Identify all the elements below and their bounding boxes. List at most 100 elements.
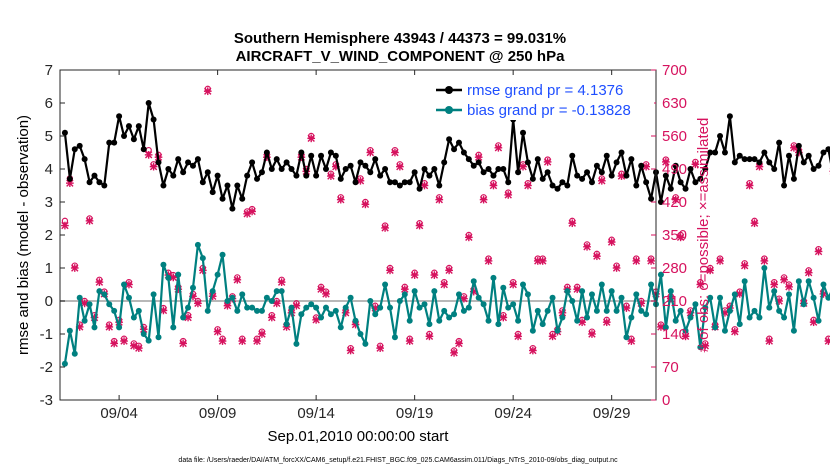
rmse-point: [106, 139, 113, 146]
rmse-point: [135, 123, 142, 130]
obs-assimilated-point: [405, 337, 414, 345]
rmse-point: [313, 172, 320, 179]
bias-point: [515, 317, 522, 324]
bias-point: [731, 291, 738, 298]
rmse-point: [61, 129, 68, 136]
rmse-point: [672, 162, 679, 169]
bias-point: [377, 304, 384, 311]
obs-assimilated-point: [770, 280, 779, 289]
rmse-point: [825, 146, 830, 153]
rmse-point: [214, 172, 221, 179]
rmse-point: [771, 166, 778, 172]
obs-assimilated-point: [327, 172, 335, 180]
rmse-point: [588, 179, 595, 186]
bias-point: [342, 304, 349, 311]
rmse-point: [707, 149, 714, 156]
y-left-tick-label: 4: [45, 161, 53, 178]
bias-point: [490, 274, 497, 281]
bias-point: [529, 327, 536, 334]
rmse-point: [603, 152, 610, 159]
bias-point: [441, 307, 448, 314]
y-left-tick-label: 3: [45, 194, 53, 211]
obs-assimilated-point: [203, 87, 212, 96]
rmse-point: [347, 162, 354, 169]
bias-point: [579, 288, 586, 295]
x-tick-label: 09/19: [396, 405, 434, 422]
obs-assimilated-point: [730, 327, 739, 336]
obs-assimilated-point: [440, 280, 449, 289]
rmse-point: [268, 166, 275, 172]
obs-assimilated-point: [233, 275, 242, 284]
bias-point: [298, 311, 305, 318]
bias-point: [391, 334, 398, 341]
rmse-point: [130, 136, 137, 143]
rmse-point: [71, 146, 78, 153]
rmse-point: [81, 156, 88, 163]
rmse-point: [367, 169, 374, 176]
rmse-point: [303, 172, 310, 179]
obs-assimilated-point: [307, 134, 316, 143]
rmse-point: [451, 146, 458, 153]
bias-point: [273, 288, 280, 295]
bias-point: [643, 311, 650, 318]
bias-point: [574, 317, 581, 324]
bias-point: [800, 301, 807, 308]
obs-assimilated-point: [602, 318, 611, 327]
bias-point: [303, 304, 310, 311]
rmse-point: [667, 185, 674, 192]
bias-point: [401, 291, 408, 298]
obs-assimilated-point: [105, 323, 114, 331]
obs-assimilated-point: [144, 151, 153, 159]
y-right-tick-label: 350: [662, 227, 687, 244]
rmse-point: [485, 166, 492, 172]
obs-assimilated-point: [213, 327, 222, 336]
obs-assimilated-point: [662, 158, 670, 166]
rmse-point: [717, 133, 724, 139]
obs-assimilated-point: [681, 332, 690, 341]
bias-point: [702, 304, 709, 311]
rmse-point: [66, 175, 73, 182]
bias-point: [785, 291, 792, 298]
obs-assimilated-point: [479, 195, 488, 204]
rmse-point: [278, 166, 285, 172]
obs-assimilated-point: [85, 217, 94, 225]
bias-point: [692, 301, 699, 308]
y-left-tick-label: -1: [40, 326, 53, 343]
bias-point: [71, 350, 78, 357]
y-right-tick-label: 0: [662, 392, 670, 409]
rmse-point: [175, 156, 182, 163]
bias-point: [608, 288, 615, 295]
obs-assimilated-point: [134, 344, 143, 352]
bias-point: [603, 307, 610, 314]
obs-assimilated-point: [627, 337, 636, 345]
bias-point: [288, 304, 295, 311]
obs-assimilated-point: [277, 278, 286, 286]
obs-assimilated-point: [632, 257, 641, 265]
obs-assimilated-point: [691, 160, 700, 169]
bias-point: [584, 314, 591, 321]
bias-point: [396, 298, 403, 304]
obs-assimilated-point: [671, 195, 680, 204]
obs-assimilated-point: [612, 264, 621, 272]
obs-assimilated-point: [607, 238, 616, 246]
bias-point: [121, 281, 128, 288]
rmse-point: [185, 159, 192, 166]
rmse-point: [520, 129, 527, 136]
bias-point: [825, 294, 830, 301]
obs-assimilated-point: [179, 339, 187, 348]
rmse-point: [687, 166, 694, 172]
rmse-point: [283, 159, 290, 166]
obs-assimilated-point: [583, 242, 591, 251]
rmse-point: [318, 152, 325, 159]
obs-assimilated-point: [410, 271, 419, 279]
bias-point: [229, 294, 236, 301]
bias-point: [185, 304, 192, 311]
y-right-tick-label: 700: [662, 62, 687, 79]
rmse-point: [712, 149, 719, 156]
rmse-point: [111, 139, 118, 146]
rmse-point: [618, 149, 625, 156]
bias-point: [352, 317, 359, 324]
rmse-point: [534, 156, 541, 163]
bias-point: [470, 278, 477, 285]
rmse-point: [76, 142, 83, 149]
